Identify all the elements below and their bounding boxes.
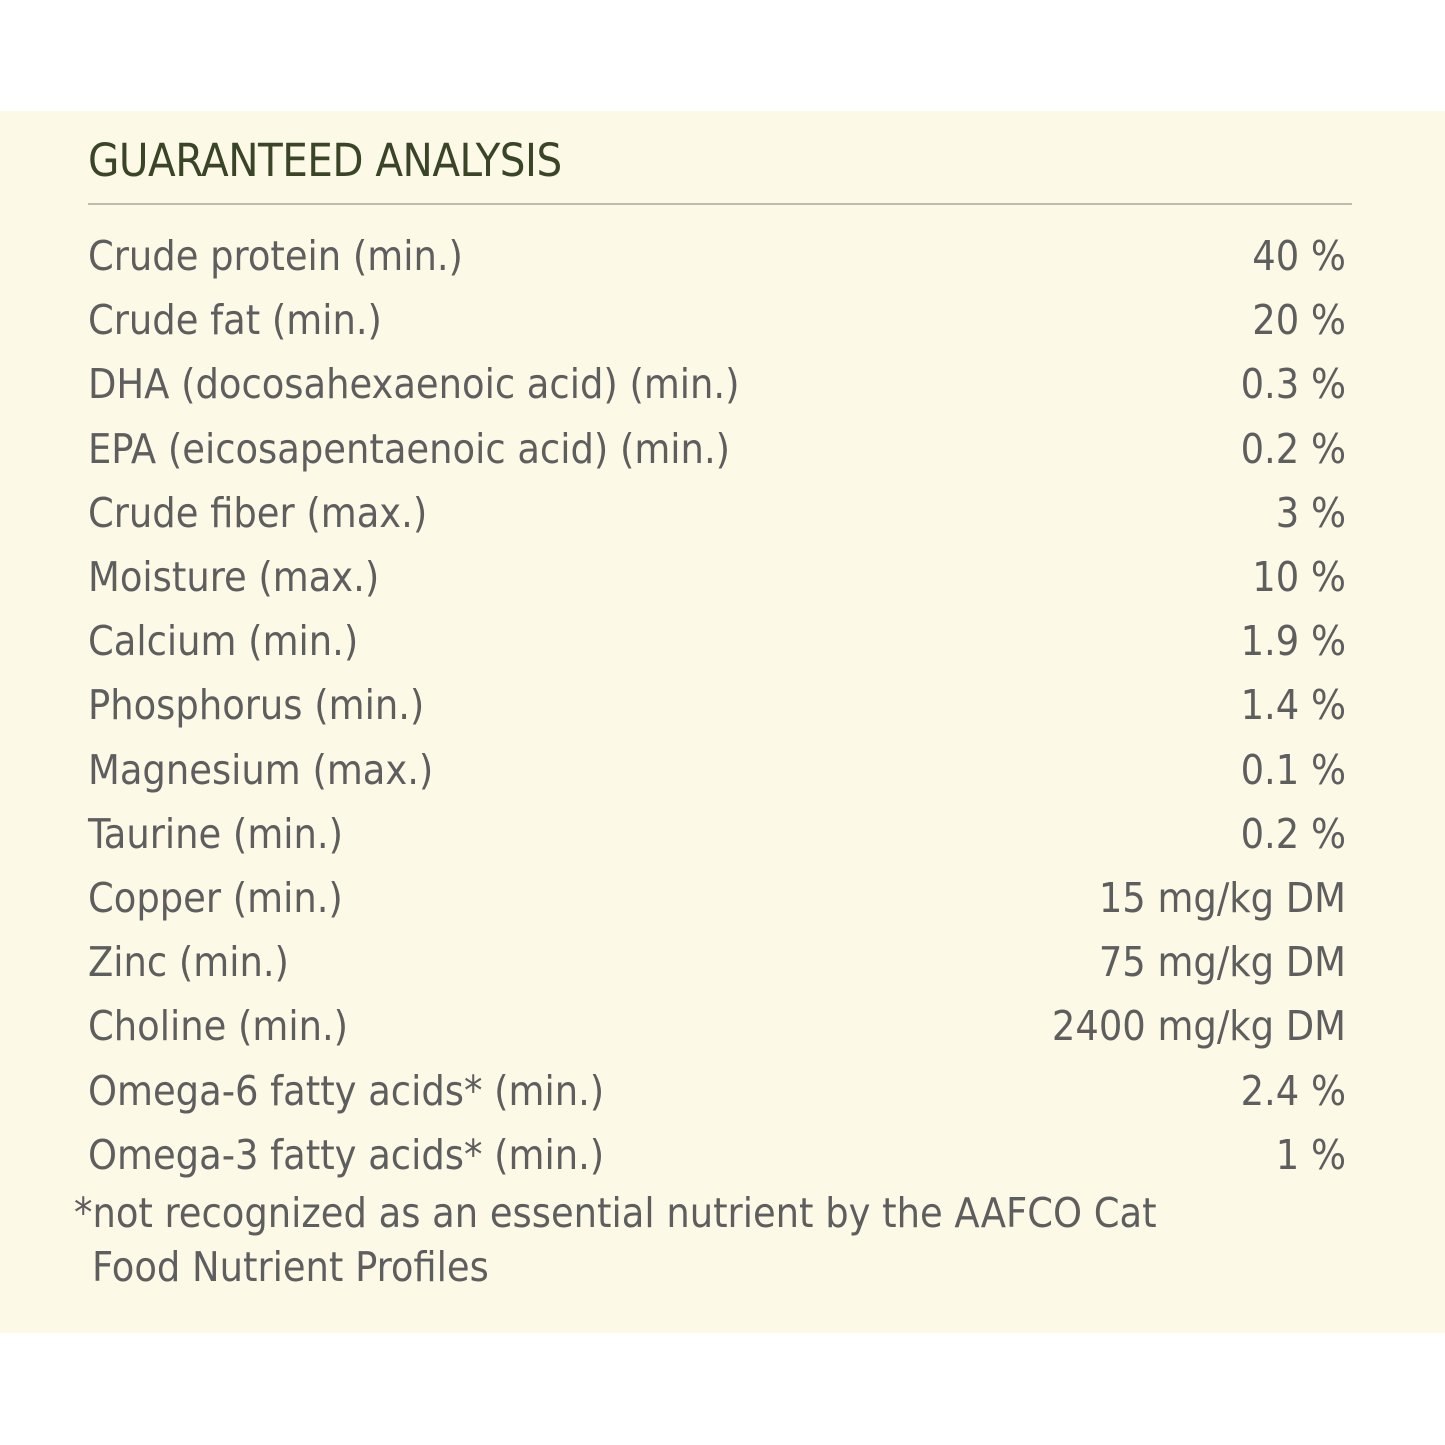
nutrient-value: 0.2 %	[1240, 809, 1346, 858]
table-row: Choline (min.) 2400 mg/kg DM	[88, 994, 1346, 1058]
nutrient-value: 1.4 %	[1240, 681, 1346, 730]
table-row: Calcium (min.) 1.9 %	[88, 609, 1346, 673]
nutrient-value: 15 mg/kg DM	[1098, 873, 1346, 922]
table-row: Magnesium (max.) 0.1 %	[88, 738, 1346, 802]
nutrient-value: 1 %	[1275, 1130, 1346, 1179]
nutrient-label: Choline (min.)	[88, 1002, 349, 1051]
nutrient-value: 20 %	[1252, 296, 1346, 345]
nutrient-label: Omega-3 fatty acids* (min.)	[88, 1130, 605, 1179]
table-row: DHA (docosahexaenoic acid) (min.) 0.3 %	[88, 352, 1346, 416]
title-divider	[88, 203, 1352, 205]
table-row: Copper (min.) 15 mg/kg DM	[88, 866, 1346, 930]
table-row: EPA (eicosapentaenoic acid) (min.) 0.2 %	[88, 417, 1346, 481]
table-row: Taurine (min.) 0.2 %	[88, 802, 1346, 866]
guaranteed-analysis-panel: GUARANTEED ANALYSIS Crude protein (min.)…	[0, 111, 1445, 1333]
nutrient-value: 1.9 %	[1240, 617, 1346, 666]
nutrient-label: Phosphorus (min.)	[88, 681, 425, 730]
analysis-table: Crude protein (min.) 40 % Crude fat (min…	[88, 224, 1346, 1187]
nutrient-value: 2.4 %	[1240, 1066, 1346, 1115]
table-row: Moisture (max.) 10 %	[88, 545, 1346, 609]
table-row: Crude fiber (max.) 3 %	[88, 481, 1346, 545]
nutrient-label: Crude fat (min.)	[88, 296, 382, 345]
table-row: Crude fat (min.) 20 %	[88, 288, 1346, 352]
nutrient-value: 0.2 %	[1240, 424, 1346, 473]
nutrient-value: 10 %	[1252, 553, 1346, 602]
section-title: GUARANTEED ANALYSIS	[88, 134, 562, 187]
nutrient-value: 40 %	[1252, 232, 1346, 281]
nutrient-value: 0.1 %	[1240, 745, 1346, 794]
nutrient-label: Moisture (max.)	[88, 553, 380, 602]
table-row: Phosphorus (min.) 1.4 %	[88, 673, 1346, 737]
table-row: Zinc (min.) 75 mg/kg DM	[88, 930, 1346, 994]
footnote-line-1: *not recognized as an essential nutrient…	[74, 1189, 1157, 1237]
nutrient-label: Crude protein (min.)	[88, 232, 463, 281]
nutrient-label: Calcium (min.)	[88, 617, 359, 666]
nutrient-label: Taurine (min.)	[88, 809, 343, 858]
nutrient-label: Copper (min.)	[88, 873, 343, 922]
nutrient-label: Crude fiber (max.)	[88, 488, 428, 537]
nutrient-label: EPA (eicosapentaenoic acid) (min.)	[88, 424, 731, 473]
table-row: Crude protein (min.) 40 %	[88, 224, 1346, 288]
nutrient-label: DHA (docosahexaenoic acid) (min.)	[88, 360, 740, 409]
footnote-line-2: Food Nutrient Profiles	[92, 1243, 489, 1291]
table-row: Omega-6 fatty acids* (min.) 2.4 %	[88, 1058, 1346, 1122]
nutrient-value: 0.3 %	[1240, 360, 1346, 409]
nutrient-label: Zinc (min.)	[88, 938, 289, 987]
nutrient-label: Omega-6 fatty acids* (min.)	[88, 1066, 605, 1115]
table-row: Omega-3 fatty acids* (min.) 1 %	[88, 1123, 1346, 1187]
nutrient-value: 3 %	[1275, 488, 1346, 537]
footnote: *not recognized as an essential nutrient…	[74, 1186, 1364, 1294]
nutrient-value: 2400 mg/kg DM	[1051, 1002, 1346, 1051]
nutrient-value: 75 mg/kg DM	[1098, 938, 1346, 987]
nutrient-label: Magnesium (max.)	[88, 745, 434, 794]
